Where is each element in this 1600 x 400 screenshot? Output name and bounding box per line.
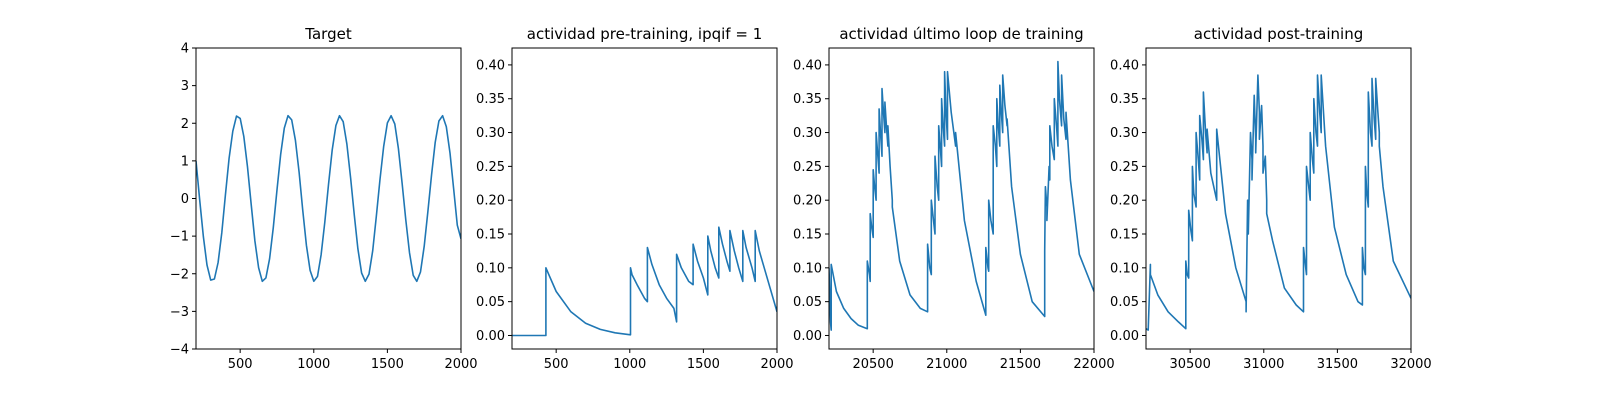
x-tick-label: 21500 <box>1000 357 1041 372</box>
x-tick-label: 30500 <box>1169 357 1210 372</box>
series-line <box>196 114 461 283</box>
plot-frame <box>1145 47 1412 350</box>
y-tick-label: 0.00 <box>793 329 822 344</box>
plot-frame <box>828 47 1095 350</box>
x-tick-label: 1500 <box>371 357 404 372</box>
y-tick-label: 0.20 <box>476 194 505 209</box>
chart-title: actividad pre-training, ipqif = 1 <box>527 25 763 43</box>
y-tick-label: 0.25 <box>476 160 505 175</box>
x-tick-label: 1000 <box>297 357 330 372</box>
y-tick-label: 0 <box>181 192 189 207</box>
series-line <box>1146 74 1411 331</box>
y-tick-label: 1 <box>181 154 189 169</box>
y-tick-label: 0.20 <box>1110 194 1139 209</box>
y-tick-label: −4 <box>170 343 189 358</box>
y-tick-label: 0.05 <box>1110 295 1139 310</box>
x-tick-label: 500 <box>544 357 569 372</box>
y-tick-label: 0.15 <box>1110 228 1139 243</box>
series-line <box>512 226 777 337</box>
plot-frame <box>195 47 462 350</box>
y-tick-label: 0.30 <box>793 126 822 141</box>
chart-title: actividad post-training <box>1194 25 1363 43</box>
y-tick-label: 0.00 <box>476 329 505 344</box>
y-tick-label: 0.20 <box>793 194 822 209</box>
y-tick-label: 0.05 <box>476 295 505 310</box>
series-line <box>829 60 1094 331</box>
x-tick-label: 2000 <box>444 357 477 372</box>
x-tick-label: 20500 <box>852 357 893 372</box>
x-tick-label: 1500 <box>687 357 720 372</box>
y-tick-label: −1 <box>170 230 189 245</box>
x-tick-label: 1000 <box>613 357 646 372</box>
x-tick-label: 31000 <box>1243 357 1284 372</box>
y-tick-label: 0.05 <box>793 295 822 310</box>
y-tick-label: 3 <box>181 79 189 94</box>
y-tick-label: 0.40 <box>1110 58 1139 73</box>
x-tick-label: 22000 <box>1073 357 1114 372</box>
y-tick-label: 0.35 <box>1110 92 1139 107</box>
plot-frame <box>511 47 778 350</box>
y-tick-label: 0.25 <box>1110 160 1139 175</box>
y-tick-label: 0.30 <box>1110 126 1139 141</box>
y-tick-label: 0.15 <box>793 228 822 243</box>
y-tick-label: 0.35 <box>793 92 822 107</box>
y-tick-label: 0.10 <box>476 261 505 276</box>
y-tick-label: 0.10 <box>1110 261 1139 276</box>
y-tick-label: 0.10 <box>793 261 822 276</box>
y-tick-label: 4 <box>181 42 189 57</box>
y-tick-label: 2 <box>181 117 189 132</box>
x-tick-label: 21000 <box>926 357 967 372</box>
y-tick-label: 0.25 <box>793 160 822 175</box>
chart-title: Target <box>304 25 352 43</box>
y-tick-label: 0.15 <box>476 228 505 243</box>
chart-panel-1: 500 1000 1500 2000 −4 −3 −2 −1 0 1 2 3 4 Target <box>170 25 478 372</box>
chart-panel-2: 500 1000 1500 2000 0.00 0.05 0.10 0.15 0.20 0.25 0… <box>476 25 794 372</box>
y-tick-label: −2 <box>170 267 189 282</box>
chart-title: actividad último loop de training <box>839 25 1083 43</box>
chart-panel-3: 20500 21000 21500 22000 0.00 0.05 0.10 0.15 0.20… <box>793 25 1115 372</box>
y-tick-label: 0.30 <box>476 126 505 141</box>
y-tick-label: −3 <box>170 305 189 320</box>
x-tick-label: 31500 <box>1317 357 1358 372</box>
chart-panel-4: 30500 31000 31500 32000 0.00 0.05 0.10 0.15 0.20… <box>1110 25 1432 372</box>
y-tick-label: 0.40 <box>476 58 505 73</box>
x-tick-label: 32000 <box>1390 357 1431 372</box>
y-tick-label: 0.35 <box>476 92 505 107</box>
x-tick-label: 2000 <box>760 357 793 372</box>
y-tick-label: 0.00 <box>1110 329 1139 344</box>
y-tick-label: 0.40 <box>793 58 822 73</box>
x-tick-label: 500 <box>228 357 253 372</box>
